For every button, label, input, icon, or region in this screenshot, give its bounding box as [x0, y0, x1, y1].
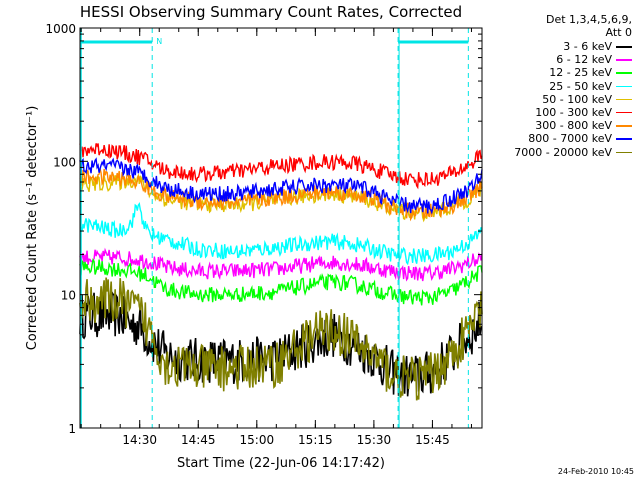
legend-label: 300 - 800 keV — [535, 119, 612, 133]
x-axis-label: Start Time (22-Jun-06 14:17:42) — [177, 456, 385, 471]
plot-frame — [79, 27, 483, 429]
chart-title: HESSI Observing Summary Count Rates, Cor… — [80, 3, 462, 21]
y-tick-label: 1000 — [45, 22, 76, 36]
series-line-4 — [79, 202, 483, 266]
y-tick-label: 1 — [68, 422, 76, 436]
legend-label: 7000 - 20000 keV — [514, 145, 612, 159]
labels-layer: 14:30 14:45 15:00 15:15 15:30 15:45 1 10 100 1000… — [25, 3, 462, 471]
legend-item: 800 - 7000 keV — [474, 132, 634, 145]
x-tick-label: 14:45 — [181, 433, 216, 447]
legend-label: 3 - 6 keV — [563, 40, 612, 53]
legend-swatch — [616, 151, 632, 153]
legend-swatch — [616, 59, 632, 61]
legend-header-line-2: Att 0 — [605, 26, 632, 39]
axes-layer — [79, 27, 483, 429]
x-tick-label: 15:30 — [357, 433, 392, 447]
y-tick-label: 10 — [61, 289, 76, 303]
legend-swatch — [616, 138, 632, 140]
legend-item: 6 - 12 keV — [474, 53, 634, 66]
legend-swatch — [616, 125, 632, 127]
x-tick-label: 15:00 — [240, 433, 275, 447]
vertical-markers-layer: N — [80, 28, 469, 428]
x-tick-label: 14:30 — [122, 433, 157, 447]
legend-item: 25 - 50 keV — [474, 80, 634, 93]
legend-item: 3 - 6 keV — [474, 40, 634, 53]
legend-swatch — [616, 72, 632, 74]
series-line-2 — [79, 247, 483, 282]
legend-header-line-1: Det 1,3,4,5,6,9, — [545, 13, 632, 26]
y-axis-label: Corrected Count Rate (s⁻¹ detector⁻¹) — [25, 106, 40, 351]
footer-date: 24-Feb-2010 10:45 — [557, 467, 634, 476]
y-tick-label: 100 — [53, 155, 76, 169]
legend-item: 100 - 300 keV — [474, 106, 634, 119]
legend-label: 50 - 100 keV — [542, 92, 612, 106]
legend-swatch — [616, 98, 632, 101]
legend-label: 100 - 300 keV — [535, 105, 612, 119]
series-line-6 — [79, 143, 483, 190]
legend-label: 800 - 7000 keV — [528, 132, 612, 146]
legend-item: 300 - 800 keV — [474, 119, 634, 132]
legend-label: 6 - 12 keV — [556, 53, 612, 67]
legend-swatch — [616, 111, 632, 114]
legend-label: 12 - 25 keV — [549, 66, 612, 80]
legend-item: 7000 - 20000 keV — [474, 146, 634, 159]
series-line-9 — [79, 277, 483, 401]
legend-item: 50 - 100 keV — [474, 93, 634, 106]
x-tick-label: 15:15 — [298, 433, 333, 447]
legend-swatch — [616, 46, 632, 48]
legend-item: 12 - 25 keV — [474, 66, 634, 79]
legend: 3 - 6 keV 6 - 12 keV 12 - 25 keV 25 - 50 ke… — [474, 40, 634, 159]
series-line-8 — [79, 157, 483, 215]
legend-swatch — [616, 85, 632, 88]
night-annotation: N — [156, 37, 162, 46]
legend-label: 25 - 50 keV — [549, 79, 612, 93]
series-layer — [79, 143, 483, 401]
x-tick-label: 15:45 — [415, 433, 450, 447]
series-line-3 — [79, 258, 483, 306]
